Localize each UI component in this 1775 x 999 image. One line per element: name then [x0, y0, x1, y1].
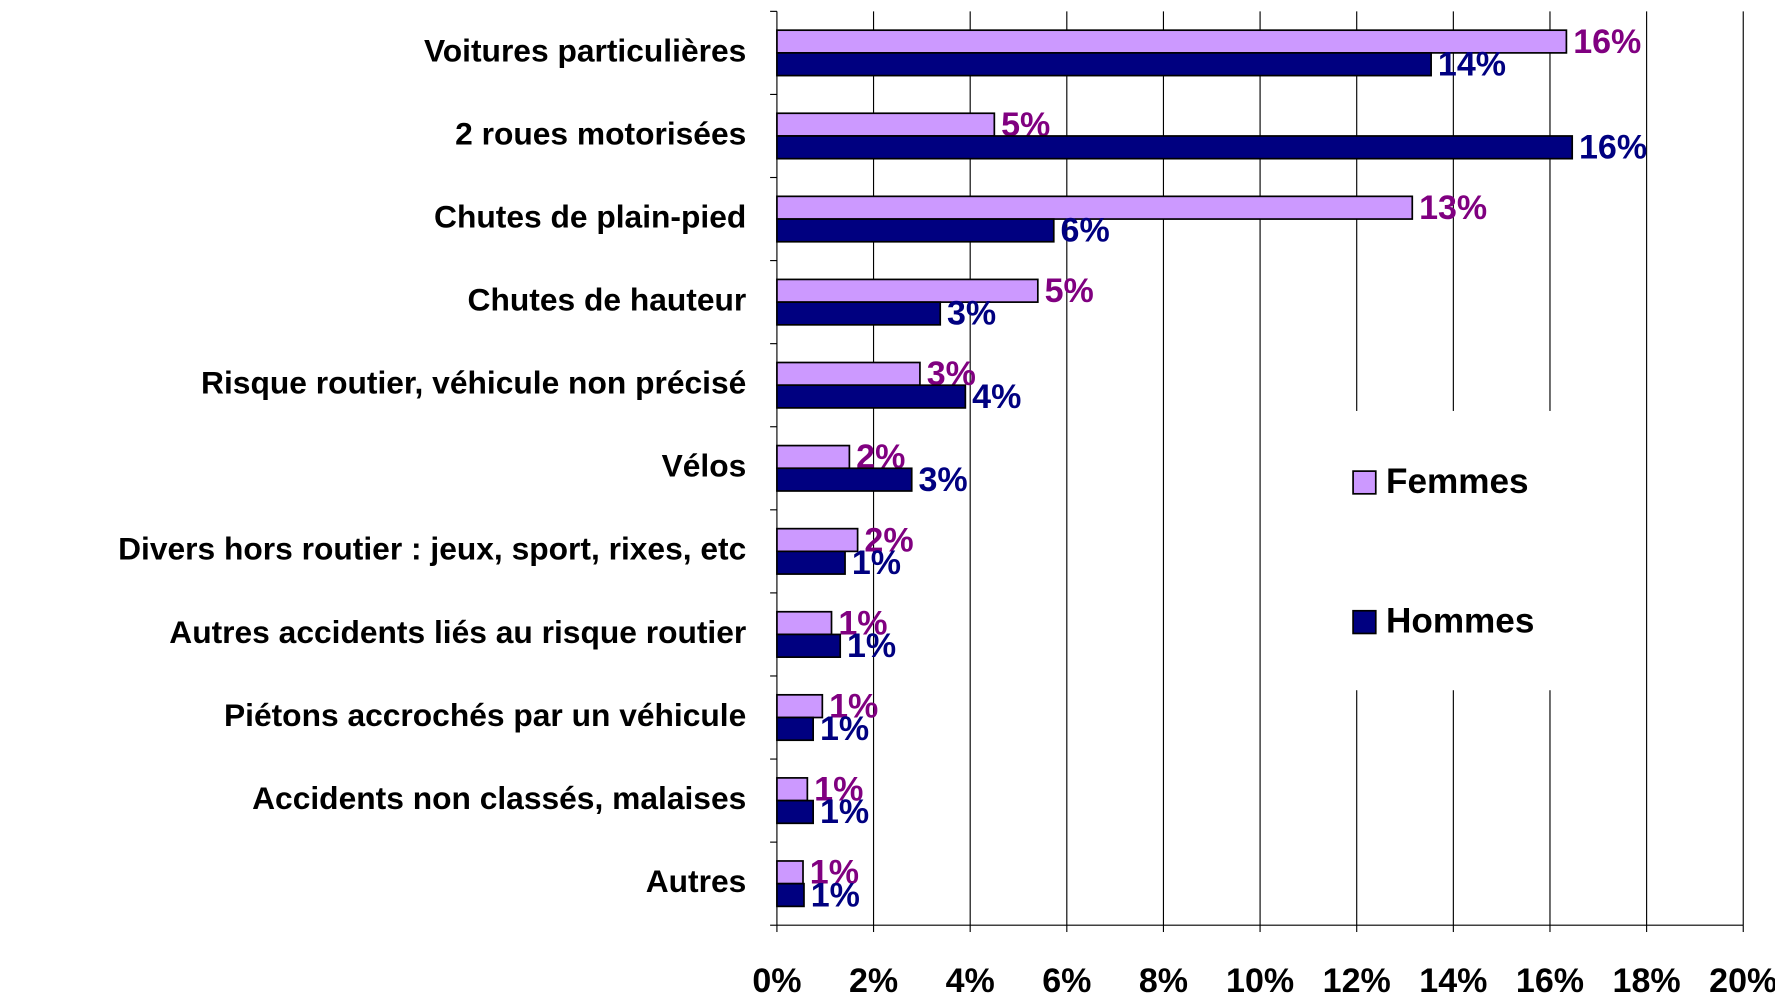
- y-tick-label: Accidents non classés, malaises: [252, 780, 746, 816]
- legend-swatch: [1352, 609, 1377, 635]
- bar: [776, 716, 815, 742]
- value-label: 1%: [852, 544, 901, 582]
- bar: [776, 195, 1414, 220]
- bar: [776, 278, 1039, 303]
- y-tick-label: Divers hors routier : jeux, sport, rixes…: [118, 531, 746, 567]
- x-tick-label: 0%: [752, 962, 801, 999]
- value-label: 1%: [820, 793, 869, 831]
- bar: [776, 444, 851, 470]
- bar: [776, 550, 846, 575]
- value-label: 1%: [810, 854, 859, 892]
- value-label: 3%: [947, 295, 996, 333]
- bar: [776, 633, 842, 658]
- x-tick-label: 6%: [1042, 962, 1091, 999]
- y-tick-label: Voitures particulières: [424, 32, 746, 68]
- value-label: 16%: [1573, 23, 1641, 61]
- y-tick-label: Autres accidents liés au risque routier: [169, 614, 746, 650]
- x-tick-label: 18%: [1613, 962, 1681, 999]
- x-tick-label: 4%: [946, 962, 995, 999]
- value-label: 1%: [838, 604, 887, 642]
- value-label: 16%: [1579, 129, 1647, 167]
- bar: [776, 527, 859, 553]
- bar: [776, 112, 996, 137]
- bar: [776, 467, 913, 492]
- bar: [776, 610, 833, 636]
- legend-box: [1338, 410, 1579, 691]
- bar: [776, 799, 815, 825]
- y-tick-label: Autres: [646, 863, 747, 899]
- value-label: 14%: [1438, 45, 1506, 83]
- x-tick-label: 12%: [1323, 962, 1391, 999]
- bar: [776, 882, 805, 908]
- value-label: 1%: [811, 876, 860, 914]
- x-tick-label: 16%: [1516, 962, 1584, 999]
- y-tick-label: Chutes de hauteur: [468, 282, 747, 318]
- legend-label: Hommes: [1386, 602, 1534, 641]
- value-label: 4%: [972, 378, 1021, 416]
- bar: [776, 384, 967, 409]
- value-label: 6%: [1061, 212, 1110, 250]
- bar: [776, 218, 1055, 243]
- y-tick-label: Chutes de plain-pied: [434, 198, 746, 234]
- value-label: 3%: [919, 461, 968, 499]
- y-tick-label: 2 roues motorisées: [455, 115, 746, 151]
- value-label: 1%: [814, 770, 863, 808]
- value-label: 1%: [847, 627, 896, 665]
- value-label: 1%: [829, 687, 878, 725]
- x-tick-label: 8%: [1139, 962, 1188, 999]
- legend-label: Femmes: [1386, 462, 1529, 501]
- x-tick-label: 14%: [1419, 962, 1487, 999]
- x-tick-label: 2%: [849, 962, 898, 999]
- value-label: 13%: [1419, 189, 1487, 227]
- legend-swatch: [1352, 470, 1377, 495]
- value-label: 1%: [820, 710, 869, 748]
- y-tick-label: Vélos: [662, 448, 747, 484]
- y-tick-label: Risque routier, véhicule non précisé: [201, 365, 746, 401]
- x-tick-label: 10%: [1226, 962, 1294, 999]
- bar: [776, 777, 809, 802]
- bar: [776, 135, 1574, 160]
- y-tick-label: Piétons accrochés par un véhicule: [224, 697, 746, 733]
- bar: [776, 860, 804, 885]
- bar: [776, 52, 1432, 77]
- bar: [776, 301, 942, 326]
- bar: [776, 361, 921, 387]
- value-label: 5%: [1045, 272, 1094, 310]
- x-tick-label: 20%: [1709, 962, 1775, 999]
- bar: [776, 693, 824, 719]
- value-label: 2%: [864, 521, 913, 559]
